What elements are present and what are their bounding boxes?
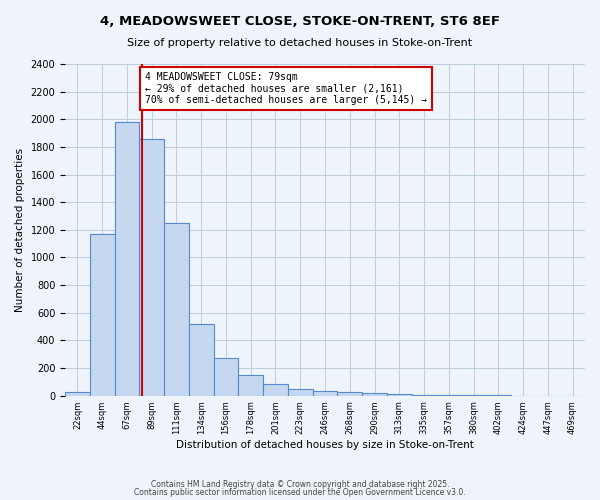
Bar — [436, 395, 461, 396]
X-axis label: Distribution of detached houses by size in Stoke-on-Trent: Distribution of detached houses by size … — [176, 440, 474, 450]
Bar — [90, 234, 115, 396]
Text: Size of property relative to detached houses in Stoke-on-Trent: Size of property relative to detached ho… — [127, 38, 473, 48]
Text: 4 MEADOWSWEET CLOSE: 79sqm
← 29% of detached houses are smaller (2,161)
70% of s: 4 MEADOWSWEET CLOSE: 79sqm ← 29% of deta… — [145, 72, 427, 106]
Text: Contains public sector information licensed under the Open Government Licence v3: Contains public sector information licen… — [134, 488, 466, 497]
Bar — [238, 375, 263, 396]
Bar — [115, 122, 139, 396]
Bar — [387, 394, 412, 396]
Bar — [189, 324, 214, 396]
Bar — [164, 223, 189, 396]
Bar — [412, 395, 436, 396]
Text: 4, MEADOWSWEET CLOSE, STOKE-ON-TRENT, ST6 8EF: 4, MEADOWSWEET CLOSE, STOKE-ON-TRENT, ST… — [100, 15, 500, 28]
Text: Contains HM Land Registry data © Crown copyright and database right 2025.: Contains HM Land Registry data © Crown c… — [151, 480, 449, 489]
Bar — [214, 358, 238, 396]
Y-axis label: Number of detached properties: Number of detached properties — [15, 148, 25, 312]
Bar — [288, 390, 313, 396]
Bar — [139, 138, 164, 396]
Bar — [362, 393, 387, 396]
Bar — [313, 391, 337, 396]
Bar — [263, 384, 288, 396]
Bar — [65, 392, 90, 396]
Bar — [337, 392, 362, 396]
